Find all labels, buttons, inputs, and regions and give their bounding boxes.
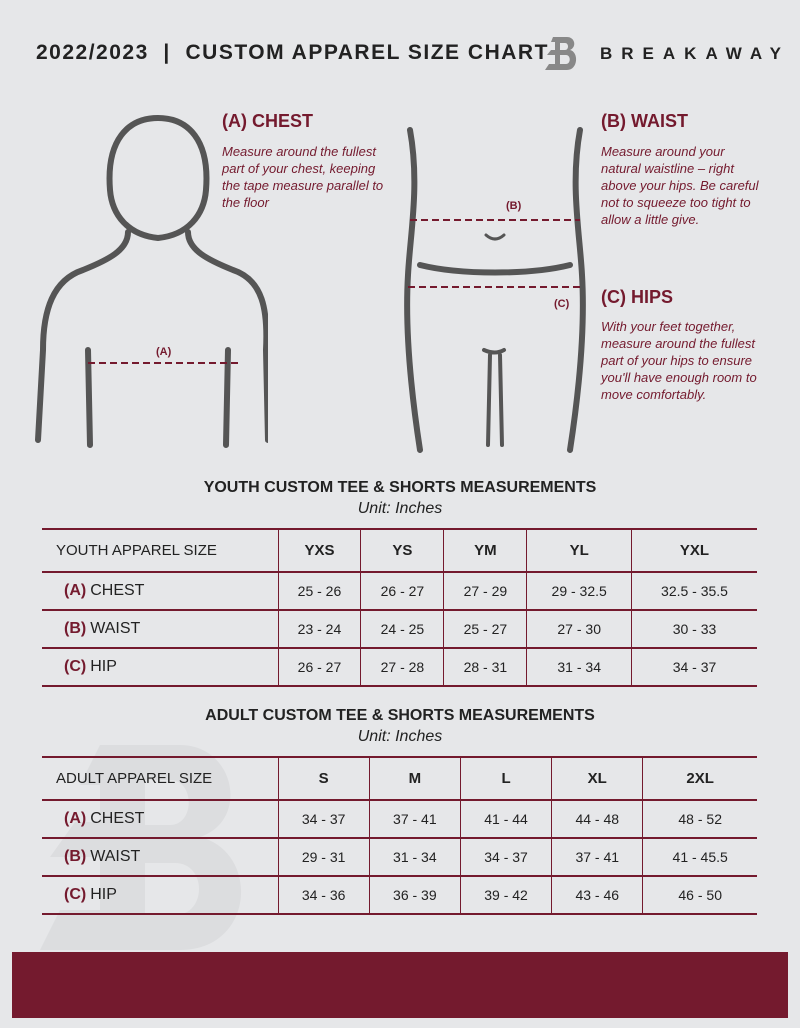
size-xl: XL bbox=[551, 756, 643, 801]
measurement-cell: 31 - 34 bbox=[368, 837, 461, 877]
hips-description: With your feet together, measure around … bbox=[601, 319, 757, 402]
youth-table-title: YOUTH CUSTOM TEE & SHORTS MEASUREMENTS bbox=[203, 479, 597, 496]
measurement-cell: 24 - 25 bbox=[360, 609, 444, 649]
row-name: CHEST bbox=[90, 810, 145, 827]
measurement-cell: 25 - 27 bbox=[443, 609, 527, 649]
measurement-cell: 31 - 34 bbox=[526, 647, 632, 687]
upper-body-figure: (A) bbox=[35, 114, 268, 448]
measurement-cell: 29 - 32.5 bbox=[526, 571, 632, 611]
waist-marker: (B) bbox=[506, 200, 522, 212]
measurement-cell: 25 - 26 bbox=[277, 571, 361, 611]
size-s: S bbox=[277, 756, 370, 801]
size-2xl: 2XL bbox=[642, 756, 757, 801]
size-ys: YS bbox=[360, 528, 444, 573]
measurement-cell: 23 - 24 bbox=[277, 609, 361, 649]
measurement-cell: 28 - 31 bbox=[443, 647, 527, 687]
table-row: (A) CHEST 34 - 37 37 - 41 41 - 44 44 - 48 48 -… bbox=[42, 799, 757, 839]
size-yxs: YXS bbox=[277, 528, 361, 573]
measurement-cell: 34 - 37 bbox=[459, 837, 552, 877]
row-label: (A) CHEST bbox=[42, 799, 278, 839]
measurement-cell: 46 - 50 bbox=[642, 875, 757, 915]
hips-heading: (C) HIPS bbox=[601, 287, 673, 307]
adult-table-title: ADULT CUSTOM TEE & SHORTS MEASUREMENTS bbox=[205, 707, 595, 724]
table-row: (C) HIP 34 - 36 36 - 39 39 - 42 43 - 46 46 - 5… bbox=[42, 875, 757, 915]
row-tag: (A) bbox=[64, 810, 87, 827]
header-row: YOUTH APPAREL SIZE YXS YS YM YL YXL bbox=[42, 528, 757, 573]
waist-description: Measure around your natural waistline – … bbox=[601, 144, 759, 227]
measurement-cell: 27 - 30 bbox=[526, 609, 632, 649]
size-header: YOUTH APPAREL SIZE bbox=[42, 528, 278, 573]
row-name: CHEST bbox=[90, 582, 145, 599]
row-label: (B) WAIST bbox=[42, 609, 278, 649]
measurement-cell: 27 - 28 bbox=[360, 647, 444, 687]
size-ym: YM bbox=[443, 528, 527, 573]
row-label: (A) CHEST bbox=[42, 571, 278, 611]
measurement-cell: 27 - 29 bbox=[443, 571, 527, 611]
size-yl: YL bbox=[526, 528, 632, 573]
row-tag: (B) bbox=[64, 620, 87, 637]
row-tag: (C) bbox=[64, 658, 87, 675]
waist-heading: (B) WAIST bbox=[601, 111, 688, 131]
measurement-cell: 37 - 41 bbox=[551, 837, 643, 877]
adult-size-table: ADULT APPAREL SIZE S M L XL 2XL (A) CHEST 34 - 3… bbox=[42, 756, 757, 915]
chest-description: Measure around the fullest part of your … bbox=[222, 144, 384, 210]
measurement-cell: 34 - 36 bbox=[277, 875, 370, 915]
breakaway-logo-icon bbox=[545, 37, 577, 70]
measurement-cell: 41 - 45.5 bbox=[642, 837, 757, 877]
measurement-cell: 36 - 39 bbox=[368, 875, 461, 915]
measurement-cell: 30 - 33 bbox=[631, 609, 757, 649]
measurement-cell: 37 - 41 bbox=[368, 799, 461, 839]
measurement-cell: 48 - 52 bbox=[642, 799, 757, 839]
measurement-cell: 44 - 48 bbox=[551, 799, 643, 839]
measurement-cell: 29 - 31 bbox=[277, 837, 370, 877]
table-row: (B) WAIST 23 - 24 24 - 25 25 - 27 27 - 30 30 -… bbox=[42, 609, 757, 649]
size-l: L bbox=[459, 756, 552, 801]
row-name: WAIST bbox=[90, 848, 141, 865]
table-row: (C) HIP 26 - 27 27 - 28 28 - 31 31 - 34 34 - 3… bbox=[42, 647, 757, 687]
measurement-cell: 43 - 46 bbox=[551, 875, 643, 915]
measurement-cell: 34 - 37 bbox=[631, 647, 757, 687]
measurement-cell: 26 - 27 bbox=[277, 647, 361, 687]
footer-bar bbox=[12, 952, 788, 1018]
row-label: (C) HIP bbox=[42, 647, 278, 687]
row-label: (C) HIP bbox=[42, 875, 278, 915]
page-title: 2022/2023 | CUSTOM APPAREL SIZE CHART bbox=[36, 41, 549, 64]
size-yxl: YXL bbox=[631, 528, 757, 573]
measurement-cell: 34 - 37 bbox=[277, 799, 370, 839]
row-name: WAIST bbox=[90, 620, 141, 637]
row-name: HIP bbox=[90, 658, 117, 675]
header-row: ADULT APPAREL SIZE S M L XL 2XL bbox=[42, 756, 757, 801]
youth-size-table: YOUTH APPAREL SIZE YXS YS YM YL YXL (A) CHEST 25… bbox=[42, 528, 757, 687]
size-m: M bbox=[368, 756, 461, 801]
chest-heading: (A) CHEST bbox=[222, 111, 313, 131]
measurement-cell: 26 - 27 bbox=[360, 571, 444, 611]
row-tag: (A) bbox=[64, 582, 87, 599]
measurement-cell: 41 - 44 bbox=[459, 799, 552, 839]
brand-name: BREAKAWAY bbox=[600, 44, 790, 63]
table-row: (A) CHEST 25 - 26 26 - 27 27 - 29 29 - 32.5 32… bbox=[42, 571, 757, 611]
lower-body-figure: (B) (C) bbox=[404, 127, 586, 453]
row-name: HIP bbox=[90, 886, 117, 903]
table-row: (B) WAIST 29 - 31 31 - 34 34 - 37 37 - 41 41 -… bbox=[42, 837, 757, 877]
row-tag: (B) bbox=[64, 848, 87, 865]
adult-unit: Unit: Inches bbox=[357, 728, 443, 745]
measurement-cell: 39 - 42 bbox=[459, 875, 552, 915]
hips-marker: (C) bbox=[554, 298, 570, 310]
size-header: ADULT APPAREL SIZE bbox=[42, 756, 278, 801]
youth-unit: Unit: Inches bbox=[357, 500, 443, 517]
measurement-cell: 32.5 - 35.5 bbox=[631, 571, 757, 611]
chest-marker: (A) bbox=[156, 346, 172, 358]
row-label: (B) WAIST bbox=[42, 837, 278, 877]
row-tag: (C) bbox=[64, 886, 87, 903]
